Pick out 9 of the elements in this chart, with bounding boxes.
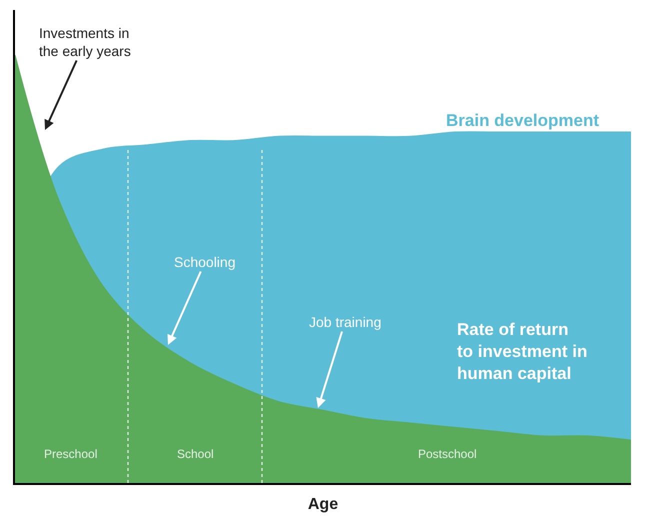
text: Rate of return to investment in human capital <box>457 320 588 384</box>
annotation: Schooling <box>174 254 236 270</box>
annotation: Postschool <box>418 447 477 461</box>
series-label: Brain development <box>446 111 600 130</box>
x-axis-title: Age <box>308 496 338 514</box>
annotation: Job training <box>309 314 382 330</box>
annotation: Investments in the early years <box>39 25 131 60</box>
annotation: School <box>177 447 214 461</box>
annotation: Preschool <box>44 447 98 461</box>
